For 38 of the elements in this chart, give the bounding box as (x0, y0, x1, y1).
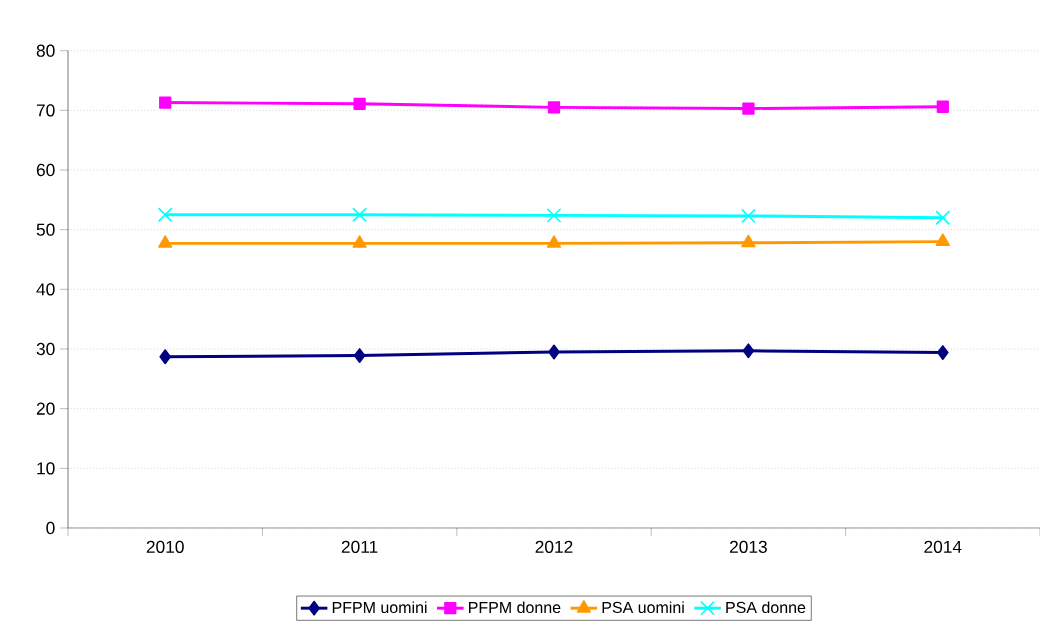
y-tick-label: 70 (36, 104, 55, 117)
point (352, 207, 367, 223)
point (546, 235, 562, 248)
point (159, 349, 171, 365)
y-tick-label: 80 (36, 44, 55, 57)
x-tick-label: 2014 (924, 540, 962, 553)
point (937, 345, 949, 361)
point (742, 102, 755, 115)
point (936, 100, 949, 113)
y-tick-label: 20 (36, 402, 55, 415)
point (159, 96, 172, 109)
point (353, 97, 366, 110)
point (546, 207, 562, 223)
y-tick-label: 50 (36, 223, 55, 236)
point (742, 343, 755, 359)
point (157, 207, 173, 223)
point (741, 234, 756, 248)
legend-label: PFPM uomini (332, 601, 427, 614)
legend-label: PSA donne (726, 601, 806, 614)
y-tick-label: 30 (36, 342, 55, 356)
point (741, 208, 756, 224)
y-tick-label: 10 (37, 462, 55, 475)
point (352, 235, 367, 248)
x-tick-label: 2012 (535, 540, 573, 553)
point (935, 233, 950, 247)
x-tick-label: 2011 (341, 540, 378, 553)
point (935, 210, 951, 226)
y-tick-label: 40 (36, 283, 55, 296)
y-tick-label: 60 (36, 163, 55, 177)
point (547, 101, 561, 114)
x-tick-label: 2013 (730, 540, 767, 553)
legend-label: PFPM donne (469, 601, 561, 614)
point (353, 348, 366, 364)
x-tick-label: 2010 (146, 540, 184, 553)
legend-label: PSA uomini (602, 601, 684, 614)
point (548, 344, 560, 360)
y-tick-label: 0 (46, 521, 55, 535)
point (158, 235, 173, 248)
